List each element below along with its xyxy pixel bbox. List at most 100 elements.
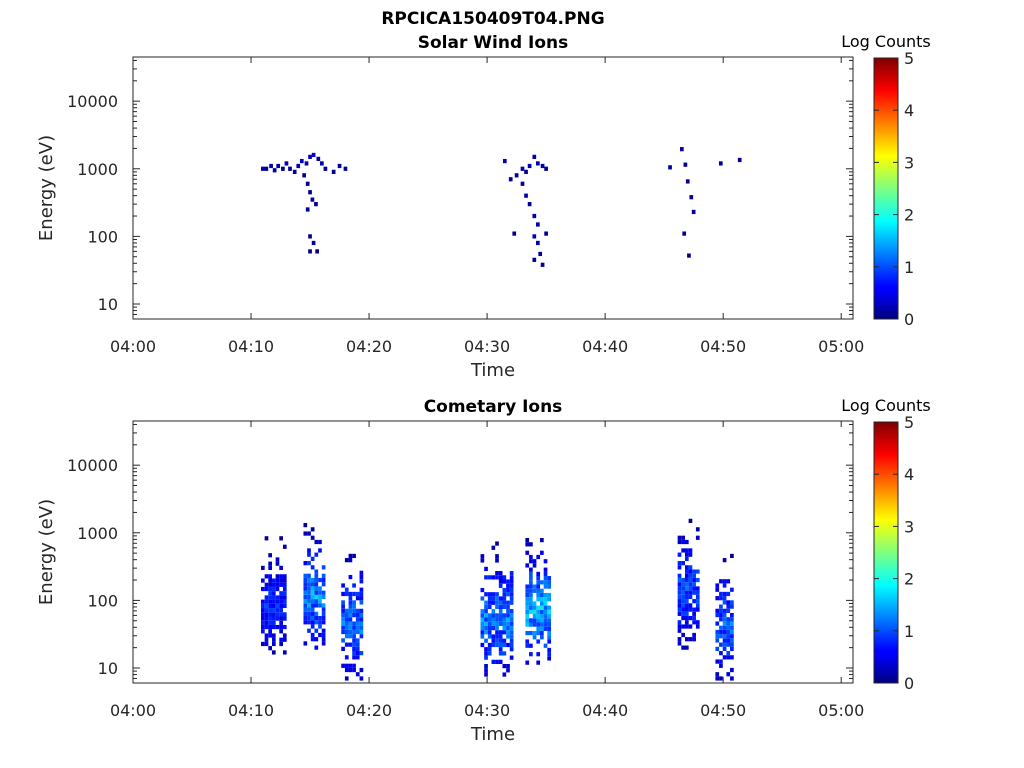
spectrogram-cell: [314, 586, 319, 591]
spectrogram-cell: [491, 659, 496, 664]
spectrogram-cell: [307, 607, 311, 612]
plot-frame-cometary: [132, 420, 854, 684]
spectrogram-cell: [311, 240, 316, 246]
spectrogram-cell: [722, 583, 727, 588]
spectrogram-cell: [352, 638, 356, 643]
spectrogram-cell: [681, 594, 685, 600]
spectrogram-cell: [719, 629, 723, 635]
spectrogram-cell: [303, 531, 308, 536]
spectrogram-cell: [264, 166, 269, 171]
colorbar-tick-label: 1: [904, 622, 914, 641]
spectrogram-cell: [268, 612, 272, 617]
colorbar-tick-label: 0: [904, 674, 914, 693]
spectrogram-cell: [543, 559, 548, 564]
spectrogram-cell: [275, 586, 280, 592]
spectrogram-cell: [310, 586, 315, 591]
spectrogram-cell: [692, 590, 696, 595]
spectrogram-cell: [532, 622, 537, 627]
spectrogram-cell: [540, 537, 544, 543]
spectrogram-cell: [536, 592, 541, 598]
spectrogram-cell: [681, 561, 685, 566]
spectrogram-cell: [529, 554, 533, 560]
spectrogram-cell: [359, 591, 364, 597]
spectrogram-cell: [688, 615, 693, 621]
spectrogram-cell: [310, 624, 315, 629]
spectrogram-cell: [532, 234, 537, 239]
x-tick-label: 04:10: [228, 701, 274, 720]
spectrogram-cell: [344, 587, 349, 592]
spectrogram-cell: [536, 605, 541, 610]
spectrogram-cell: [722, 608, 727, 613]
spectrogram-cell: [316, 156, 321, 162]
spectrogram-cell: [547, 630, 552, 636]
spectrogram-cell: [279, 612, 283, 617]
y-tick-label: 100: [87, 591, 118, 610]
spectrogram-cell: [264, 599, 269, 604]
spectrogram-cell: [682, 231, 687, 236]
spectrogram-cell: [307, 531, 311, 536]
spectrogram-cell: [695, 527, 700, 532]
spectrogram-cell: [264, 624, 269, 630]
spectrogram-cell: [331, 169, 336, 174]
spectrogram-cell: [260, 620, 265, 625]
spectrogram-cell: [719, 663, 723, 668]
spectrogram-cell: [323, 166, 328, 171]
spectrogram-cell: [308, 234, 312, 239]
spectrogram-cell: [491, 634, 496, 639]
spectrogram-cell: [495, 638, 499, 643]
spectrogram-cell: [509, 583, 514, 588]
spectrogram-cell: [722, 558, 727, 563]
spectrogram-cell: [681, 577, 685, 583]
spectrogram-cell: [359, 617, 364, 622]
spectrogram-cell: [677, 628, 682, 633]
spectrogram-cell: [726, 579, 731, 584]
spectrogram-cell: [514, 173, 519, 178]
spectrogram-cell: [275, 578, 280, 583]
spectrogram-cell: [509, 579, 514, 584]
spectrogram-cell: [268, 646, 272, 651]
spectrogram-cell: [352, 646, 356, 652]
spectrogram-cell: [681, 582, 685, 587]
spectrogram-cell: [307, 611, 311, 616]
spectrogram-cell: [314, 599, 319, 604]
spectrogram-cell: [314, 577, 319, 583]
spectrogram-cell: [268, 608, 272, 613]
spectrogram-cell: [268, 616, 272, 621]
plot-frame-solar-wind: [132, 56, 854, 320]
spectrogram-cell: [344, 676, 349, 681]
spectrogram-cell: [282, 582, 287, 587]
spectrogram-cell: [264, 608, 269, 613]
spectrogram-cell: [268, 624, 272, 630]
spectrogram-cell: [264, 586, 269, 592]
spectrogram-cell: [307, 548, 311, 553]
spectrogram-cell: [321, 573, 326, 578]
spectrogram-cell: [540, 550, 544, 555]
spectrogram-cell: [341, 600, 345, 605]
colorbar-tick-label: 2: [904, 206, 914, 225]
spectrogram-cell: [524, 193, 528, 198]
spectrogram-cell: [509, 617, 514, 622]
spectrogram-cell: [536, 652, 541, 657]
spectrogram-cell: [355, 621, 360, 626]
spectrogram-cell: [495, 625, 499, 631]
spectrogram-cell: [264, 582, 269, 587]
spectrogram-cell: [543, 609, 548, 615]
spectrogram-cell: [719, 651, 723, 656]
spectrogram-cell: [484, 609, 488, 614]
spectrogram-cell: [341, 646, 345, 652]
spectrogram-cell: [315, 249, 319, 254]
spectrogram-cell: [498, 659, 503, 664]
spectrogram-cell: [715, 587, 720, 592]
spectrogram-cell: [509, 600, 514, 605]
spectrogram-cell: [722, 646, 727, 652]
spectrogram-cell: [688, 518, 693, 523]
spectrogram-cell: [722, 638, 727, 643]
spectrogram-cell: [352, 634, 356, 639]
spectrogram-cell: [268, 561, 272, 566]
spectrogram-cell: [487, 651, 492, 656]
spectrogram-cell: [484, 647, 488, 652]
spectrogram-cell: [292, 169, 297, 174]
spectrogram-cell: [495, 592, 499, 597]
spectrogram-cell: [730, 587, 734, 592]
spectrogram-cell: [271, 603, 276, 609]
